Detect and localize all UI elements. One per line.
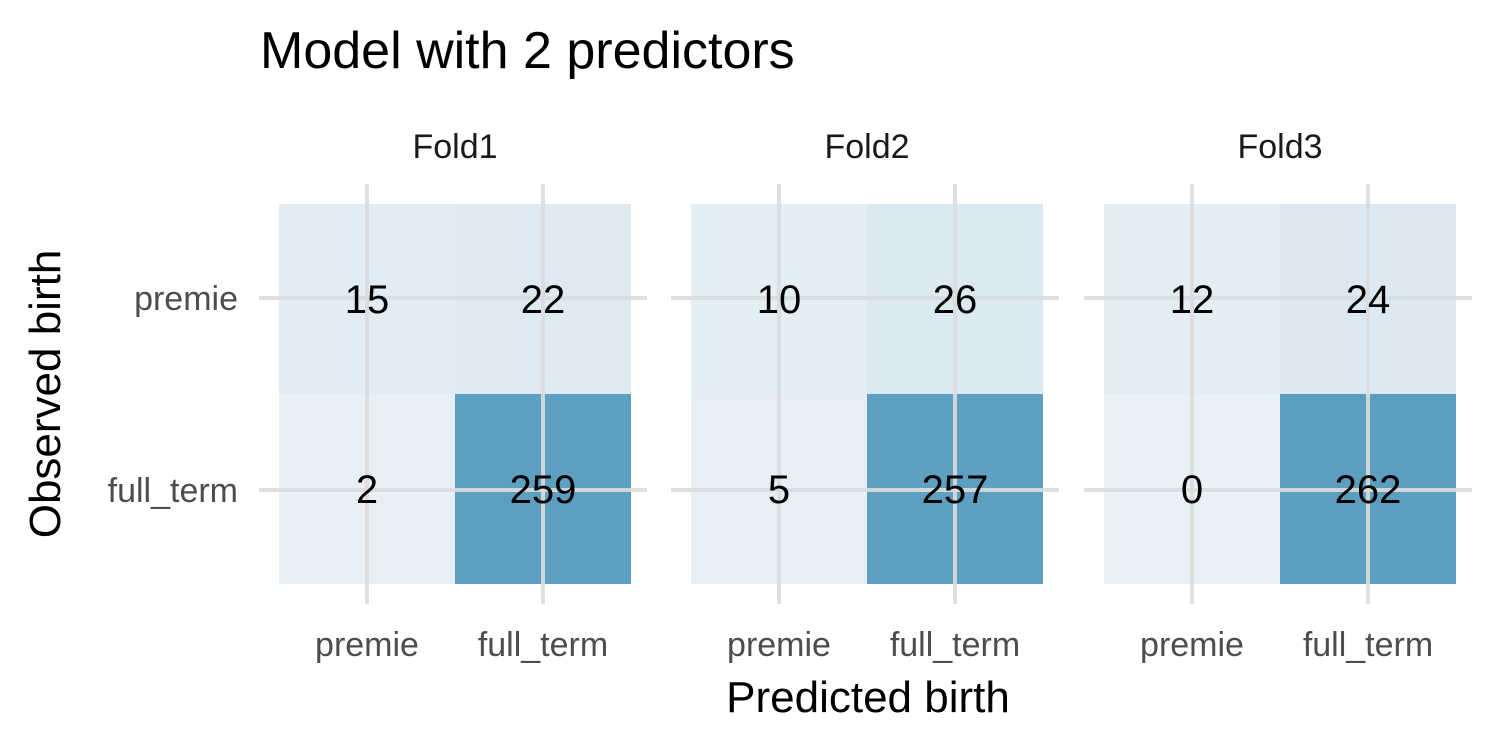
cell-value-label: 24 (1346, 278, 1391, 322)
cell-value-label: 15 (345, 278, 390, 322)
cell-value-label: 259 (510, 468, 577, 512)
cell-value-label: 257 (922, 468, 989, 512)
y-tick-label: premie (134, 280, 238, 318)
cell-value-label: 26 (933, 278, 978, 322)
facet-panel-fold3: 12 24 0 262 Fold3 premie full_term (1084, 128, 1472, 664)
cell-value-label: 10 (757, 278, 802, 322)
x-axis-title: Predicted birth (726, 673, 1010, 722)
cell-value-label: 0 (1181, 468, 1203, 512)
x-tick-label: full_term (890, 626, 1020, 664)
x-tick-label: full_term (478, 626, 608, 664)
y-axis-ticks: premie full_term (108, 280, 238, 510)
y-axis-title: Observed birth (21, 250, 70, 539)
facet-strip-label: Fold3 (1237, 128, 1322, 166)
cell-value-label: 22 (521, 278, 566, 322)
cell-value-label: 2 (356, 468, 378, 512)
x-tick-label: full_term (1303, 626, 1433, 664)
cell-value-label: 12 (1170, 278, 1215, 322)
x-tick-label: premie (1140, 626, 1244, 664)
facet-panel-fold2: 10 26 5 257 Fold2 premie full_term (671, 128, 1059, 664)
facet-strip-label: Fold1 (412, 128, 497, 166)
x-tick-label: premie (315, 626, 419, 664)
y-tick-label: full_term (108, 472, 238, 510)
facet-strip-label: Fold2 (824, 128, 909, 166)
chart-title: Model with 2 predictors (260, 22, 795, 80)
x-tick-label: premie (727, 626, 831, 664)
cell-value-label: 5 (768, 468, 790, 512)
cell-value-label: 262 (1335, 468, 1402, 512)
